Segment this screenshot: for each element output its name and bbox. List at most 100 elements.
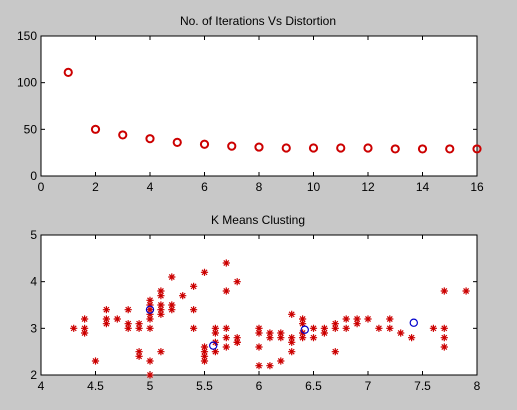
data-point	[81, 315, 89, 323]
data-point	[211, 348, 219, 356]
plot-title: K Means Clusting	[211, 213, 305, 227]
data-point	[124, 324, 132, 332]
k-means-clustering-plot: K Means Clusting 4 4.5 5 5.5 6 6.5 7 7.5 8 2 3 4 5	[30, 213, 480, 393]
plot-area	[40, 234, 478, 376]
data-point	[336, 143, 346, 153]
data-point	[157, 310, 165, 318]
y-tick-label: 50	[24, 122, 38, 136]
data-point	[146, 371, 154, 379]
data-point	[157, 287, 165, 295]
data-point	[200, 352, 209, 360]
data-point	[157, 292, 165, 300]
data-point	[277, 334, 285, 342]
data-point	[222, 259, 230, 267]
x-tick-label: 16	[470, 180, 484, 194]
data-point	[299, 334, 307, 342]
data-point	[266, 334, 274, 342]
data-point	[102, 306, 110, 314]
data-point	[190, 324, 198, 332]
x-tick-label: 8	[474, 379, 481, 393]
data-point	[440, 334, 448, 342]
data-point	[429, 324, 437, 332]
data-point	[255, 343, 263, 351]
data-point	[320, 324, 328, 332]
data-point	[199, 139, 210, 149]
y-tick-label: 3	[30, 321, 37, 335]
x-tick-label: 5.5	[196, 379, 213, 393]
data-point	[146, 310, 154, 318]
data-point	[145, 134, 155, 144]
data-point	[375, 324, 383, 332]
data-point	[135, 352, 143, 360]
data-point	[168, 306, 176, 314]
data-point	[320, 329, 328, 337]
data-point	[168, 273, 176, 281]
data-point	[222, 324, 230, 332]
x-tick-label: 2	[92, 180, 99, 194]
data-point	[386, 315, 394, 323]
data-point	[363, 143, 373, 153]
data-point	[118, 130, 128, 140]
data-point	[266, 362, 274, 370]
data-point	[353, 315, 361, 323]
data-point	[190, 306, 198, 314]
data-point	[200, 348, 209, 356]
data-point	[102, 315, 110, 323]
y-tick-label: 0	[30, 169, 37, 183]
data-point	[179, 292, 187, 300]
data-point	[277, 329, 285, 337]
data-point	[200, 343, 209, 351]
data-point	[90, 124, 101, 134]
data-point	[255, 362, 263, 370]
data-point	[200, 357, 209, 365]
y-tick-label: 2	[30, 368, 37, 382]
centroid-point	[409, 318, 418, 327]
data-point	[135, 320, 143, 328]
x-tick-label: 6	[201, 180, 208, 194]
data-point	[255, 329, 263, 337]
y-tick-label: 150	[17, 29, 37, 43]
x-tick-label: 7	[365, 379, 372, 393]
data-point	[254, 142, 264, 152]
data-point	[390, 144, 400, 154]
data-point	[233, 278, 241, 286]
data-point	[91, 357, 100, 365]
data-point	[135, 324, 143, 332]
data-point	[342, 315, 350, 323]
x-tick-label: 7.5	[414, 379, 431, 393]
data-point	[146, 324, 154, 332]
axis-ticks: 4 4.5 5 5.5 6 6.5 7 7.5 8 2 3 4 5	[30, 228, 480, 393]
data-point	[124, 320, 132, 328]
data-point	[386, 324, 394, 332]
x-tick-label: 10	[307, 180, 321, 194]
x-tick-label: 12	[361, 180, 375, 194]
data-point	[277, 357, 285, 365]
data-point	[146, 357, 154, 365]
data-point	[146, 306, 154, 314]
data-point	[70, 324, 78, 332]
data-points	[63, 67, 482, 154]
data-point	[63, 67, 73, 78]
data-point	[190, 282, 198, 290]
data-point	[353, 320, 361, 328]
data-point	[113, 315, 121, 323]
x-tick-label: 5	[147, 379, 154, 393]
data-point	[445, 144, 455, 154]
data-point	[233, 338, 241, 346]
data-point	[308, 143, 319, 153]
data-point	[440, 343, 448, 351]
x-tick-label: 6	[256, 379, 263, 393]
data-point	[417, 144, 428, 154]
x-tick-label: 0	[38, 180, 45, 194]
data-point	[211, 324, 219, 332]
data-point	[146, 315, 154, 323]
data-point	[81, 329, 89, 337]
data-point	[299, 320, 307, 328]
centroid-point	[300, 325, 309, 334]
x-tick-label: 4.5	[87, 379, 104, 393]
data-point	[309, 324, 318, 332]
iterations-distortion-plot: No. of Iterations Vs Distortion 0 2 4 6 8 10 1…	[17, 14, 484, 194]
data-point	[135, 348, 143, 356]
data-point	[200, 268, 209, 276]
